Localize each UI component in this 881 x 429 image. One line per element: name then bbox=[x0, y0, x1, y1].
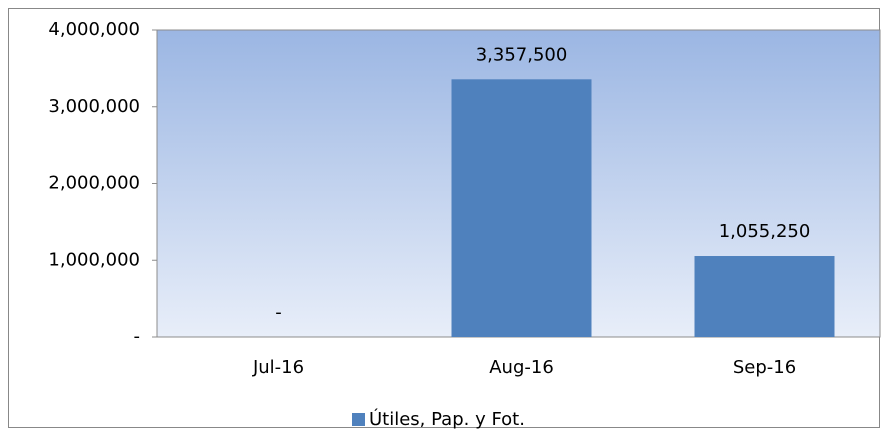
data-label: 3,357,500 bbox=[476, 44, 568, 65]
y-tick-label: 1,000,000 bbox=[48, 249, 140, 270]
y-tick-label: - bbox=[134, 326, 141, 347]
legend-swatch bbox=[352, 413, 365, 426]
x-tick-label: Aug-16 bbox=[489, 357, 554, 378]
legend-label: Útiles, Pap. y Fot. bbox=[369, 408, 525, 429]
y-tick-label: 4,000,000 bbox=[48, 19, 140, 40]
x-tick-label: Jul-16 bbox=[252, 357, 304, 378]
data-label: 1,055,250 bbox=[719, 221, 811, 242]
y-tick-label: 3,000,000 bbox=[48, 96, 140, 117]
bar bbox=[694, 256, 835, 337]
x-tick-label: Sep-16 bbox=[733, 357, 796, 378]
data-label: - bbox=[275, 302, 282, 323]
bar bbox=[451, 79, 592, 337]
y-tick-label: 2,000,000 bbox=[48, 173, 140, 194]
